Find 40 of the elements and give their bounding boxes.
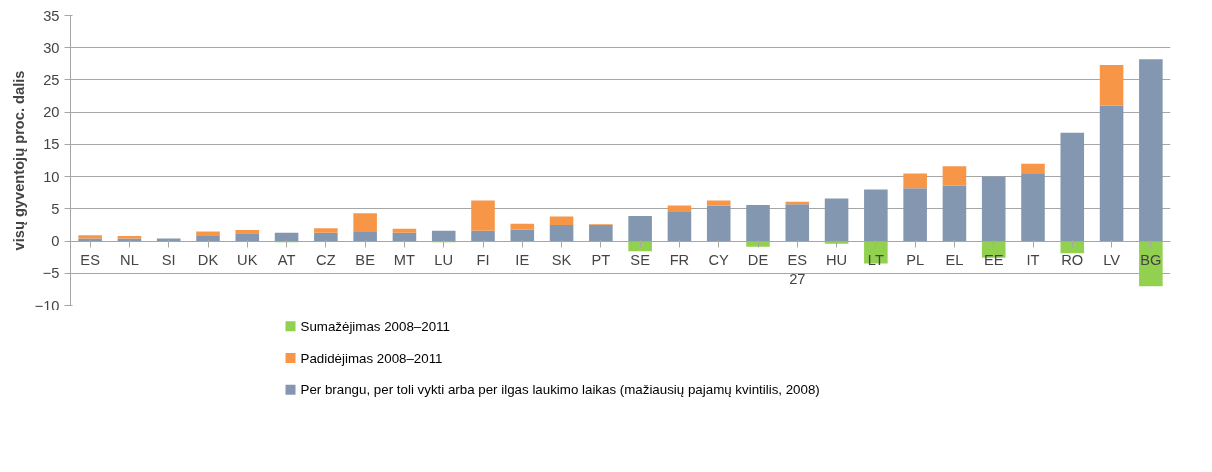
x-tick-label: RO xyxy=(1061,252,1084,269)
y-tick-label: 35 xyxy=(43,7,60,24)
y-tick-label: −5 xyxy=(42,265,60,282)
x-tick-label: IT xyxy=(1026,252,1040,269)
x-tick-label: SK xyxy=(551,252,572,269)
x-tick-label: FR xyxy=(669,252,690,269)
x-tick-label: PL xyxy=(906,252,925,269)
y-tick-label: 20 xyxy=(43,104,60,121)
x-tick-label: MT xyxy=(393,252,416,269)
x-tick-label: DK xyxy=(197,252,219,269)
x-tick-label: BE xyxy=(355,252,376,269)
x-tick-label: AT xyxy=(277,252,296,269)
x-tick-label: HU xyxy=(825,252,848,269)
legend-label: Sumažėjimas 2008–2011 xyxy=(300,318,450,334)
x-tick-label: FI xyxy=(476,252,490,269)
y-tick-label: 15 xyxy=(43,136,60,153)
x-tick-label: IE xyxy=(515,252,530,269)
x-tick-label: EL xyxy=(945,252,964,269)
x-tick-label: SE xyxy=(630,252,651,269)
legend-label: Padidėjimas 2008–2011 xyxy=(300,350,443,366)
y-axis-title: visų gyventojų proc. dalis xyxy=(10,70,27,251)
x-tick-label: SI xyxy=(161,252,176,269)
y-tick-label: 10 xyxy=(43,168,60,185)
x-tick-label: CZ xyxy=(316,252,336,269)
x-tick-label: CY xyxy=(708,252,730,269)
x-tick-label: DE xyxy=(747,252,769,269)
legend-label: Per brangu, per toli vykti arba per ilgas laukimo laikas (mažiausių pajamų kvintilis, 2008) xyxy=(300,382,820,398)
y-tick-label: 25 xyxy=(43,71,60,88)
y-tick-label: 5 xyxy=(51,200,60,217)
y-tick-label: 30 xyxy=(43,39,60,56)
y-tick-label: −10 xyxy=(34,297,60,314)
x-tick-label: BG xyxy=(1140,252,1162,269)
x-tick-label: PT xyxy=(591,252,611,269)
x-tick-label: ES 27 xyxy=(787,252,808,288)
x-tick-label: LU xyxy=(434,252,454,269)
x-tick-label: LV xyxy=(1103,252,1121,269)
y-tick-label: 0 xyxy=(51,233,60,250)
x-tick-label: UK xyxy=(237,252,258,269)
x-tick-label: ES xyxy=(80,252,101,269)
x-tick-label: NL xyxy=(120,252,139,269)
